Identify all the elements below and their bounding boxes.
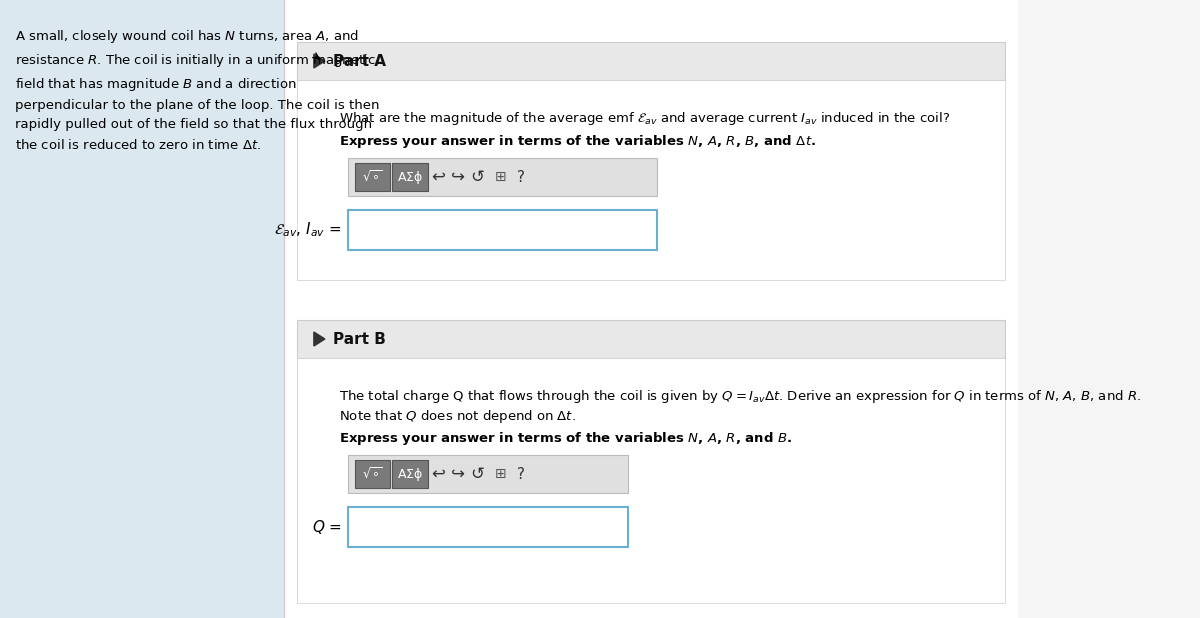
- Polygon shape: [314, 332, 325, 346]
- Bar: [392, 460, 427, 488]
- Bar: [0, 0, 284, 618]
- Text: Express your answer in terms of the variables $N$, $A$, $R$, and $B$.: Express your answer in terms of the vari…: [340, 430, 792, 447]
- Text: ↪: ↪: [451, 168, 466, 186]
- Text: ⊞: ⊞: [494, 467, 506, 481]
- Text: $Q$ =: $Q$ =: [312, 518, 342, 536]
- Text: $\sqrt{\circ}$: $\sqrt{\circ}$: [362, 169, 383, 185]
- Text: ↺: ↺: [470, 168, 485, 186]
- Text: ?: ?: [517, 169, 524, 185]
- Text: The total charge Q that flows through the coil is given by $Q = I_{av}\Delta t$.: The total charge Q that flows through th…: [340, 388, 1141, 405]
- Bar: [348, 158, 658, 196]
- Text: $\mathrm{A\Sigma\phi}$: $\mathrm{A\Sigma\phi}$: [397, 169, 422, 185]
- Text: ↪: ↪: [451, 465, 466, 483]
- Bar: [354, 163, 390, 191]
- Bar: [296, 358, 1006, 603]
- Text: $\mathcal{E}_{av}$, $I_{av}$ =: $\mathcal{E}_{av}$, $I_{av}$ =: [275, 221, 342, 239]
- Bar: [296, 80, 1006, 280]
- Bar: [296, 320, 1006, 358]
- Text: $\sqrt{\circ}$: $\sqrt{\circ}$: [362, 467, 383, 481]
- Text: What are the magnitude of the average emf $\mathcal{E}_{av}$ and average current: What are the magnitude of the average em…: [340, 110, 950, 127]
- Text: ↩: ↩: [431, 168, 445, 186]
- Text: Part A: Part A: [334, 54, 386, 69]
- Bar: [284, 0, 1018, 618]
- Text: ⊞: ⊞: [494, 170, 506, 184]
- Bar: [348, 507, 628, 547]
- Text: ↩: ↩: [431, 465, 445, 483]
- Text: ↺: ↺: [470, 465, 485, 483]
- Text: ?: ?: [517, 467, 524, 481]
- Text: Part B: Part B: [334, 331, 386, 347]
- Bar: [354, 460, 390, 488]
- Bar: [348, 455, 628, 493]
- Bar: [392, 163, 427, 191]
- Text: A small, closely wound coil has $N$ turns, area $A$, and
resistance $R$. The coi: A small, closely wound coil has $N$ turn…: [16, 28, 379, 152]
- Text: Express your answer in terms of the variables $N$, $A$, $R$, $B$, and $\Delta t$: Express your answer in terms of the vari…: [340, 133, 816, 150]
- Text: Note that $Q$ does not depend on $\Delta t$.: Note that $Q$ does not depend on $\Delta…: [340, 408, 576, 425]
- Text: $\mathrm{A\Sigma\phi}$: $\mathrm{A\Sigma\phi}$: [397, 465, 422, 483]
- Bar: [348, 210, 658, 250]
- Polygon shape: [314, 54, 325, 68]
- Bar: [296, 42, 1006, 80]
